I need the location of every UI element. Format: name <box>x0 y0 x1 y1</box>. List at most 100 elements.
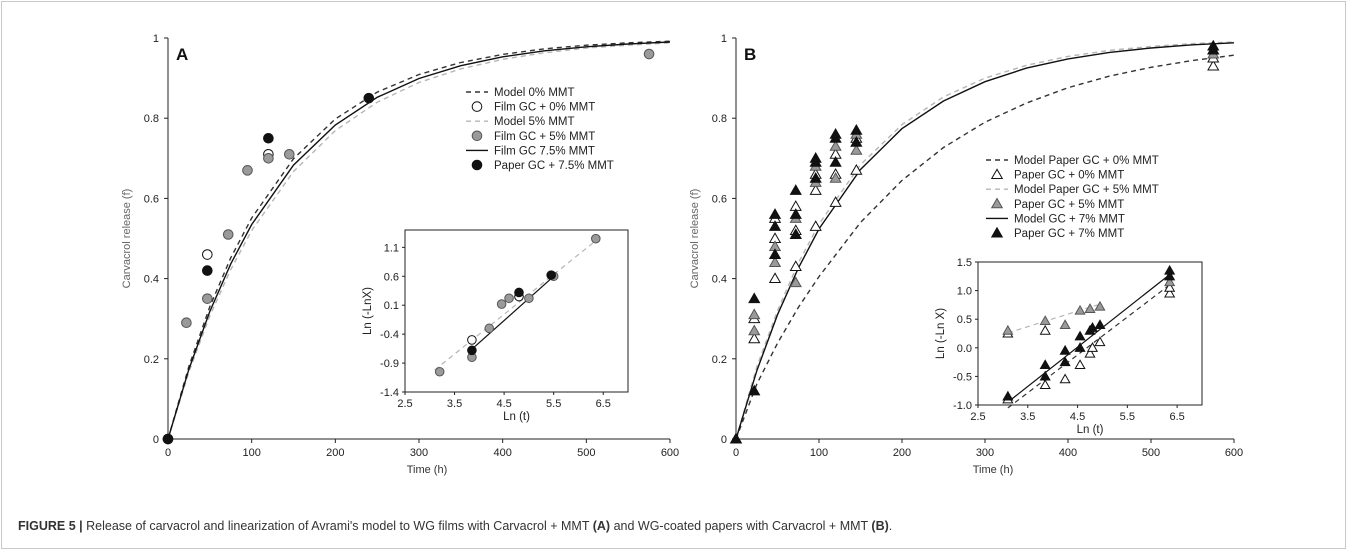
inset-data-point <box>1084 347 1096 358</box>
y-tick-label: 0.4 <box>144 274 159 286</box>
inset-data-point <box>1039 359 1051 370</box>
legend-label: Model Paper GC + 5% MMT <box>1014 184 1159 196</box>
series-line <box>735 42 1235 440</box>
inset-x-axis-label: Ln (t) <box>503 411 530 423</box>
data-point <box>181 317 192 329</box>
inset-y-tick-label: 0.0 <box>957 343 972 355</box>
data-point <box>729 432 743 444</box>
inset-data-point <box>1074 304 1086 315</box>
inset-series-line <box>434 238 599 371</box>
data-point <box>850 135 863 147</box>
data-point <box>643 48 655 60</box>
inset-data-point <box>514 287 524 298</box>
inset-series-line <box>1007 274 1170 403</box>
inset-y-tick-label: -0.4 <box>380 329 399 341</box>
inset-data-point <box>1059 356 1071 367</box>
y-tick-label: 0.6 <box>712 193 727 205</box>
data-point <box>768 272 782 284</box>
y-tick-label: 0 <box>721 434 727 446</box>
inset-data-point <box>496 299 507 309</box>
data-point <box>202 249 213 260</box>
data-point <box>748 384 761 396</box>
inset-data-point <box>1039 315 1051 325</box>
inset-data-point <box>1074 342 1086 352</box>
data-point <box>748 292 761 304</box>
x-tick-label: 100 <box>242 447 260 459</box>
x-tick-label: 300 <box>410 447 428 459</box>
data-point <box>829 196 842 207</box>
x-tick-label: 0 <box>165 447 171 459</box>
data-point <box>363 92 375 104</box>
data-point <box>768 220 782 231</box>
data-point <box>809 184 822 195</box>
caption-text-2: and WG-coated papers with Carvacrol + MM… <box>610 519 872 533</box>
inset-y-tick-label: -0.5 <box>953 371 972 383</box>
data-point <box>1207 39 1220 51</box>
data-point <box>809 172 822 183</box>
y-tick-label: 0.4 <box>712 274 727 286</box>
y-tick-label: 0.6 <box>144 193 159 205</box>
inset-data-point <box>1059 373 1071 384</box>
data-point <box>1207 59 1220 71</box>
panel-label: A <box>176 45 188 64</box>
legend-marker <box>990 168 1004 180</box>
data-point <box>768 248 782 259</box>
y-tick-label: 0.8 <box>144 113 159 125</box>
panel-b: 0 0.2 0.4 0.6 0.8 1 0 100 200 300 400 500 600 Time (h… <box>689 33 1243 476</box>
legend-label: Paper GC + 5% MMT <box>1014 199 1124 211</box>
y-tick-label: 0.8 <box>712 113 727 125</box>
x-axis-label: Time (h) <box>407 464 448 476</box>
inset-data-point <box>484 323 495 334</box>
inset-data-point <box>1086 322 1099 332</box>
inset-data-point <box>1094 319 1106 329</box>
y-tick-label: 0.2 <box>144 354 159 366</box>
x-tick-label: 100 <box>810 447 828 459</box>
figure-caption: FIGURE 5 | Release of carvacrol and line… <box>18 519 1338 533</box>
inset-data-point <box>1094 300 1106 311</box>
inset-x-tick-label: 5.5 <box>546 398 561 410</box>
y-tick-label: 0 <box>153 434 159 446</box>
inset-data-point <box>1074 359 1086 370</box>
x-tick-label: 600 <box>661 447 679 459</box>
inset-data-point <box>1164 276 1176 287</box>
legend-label: Paper GC + 7.5% MMT <box>494 160 614 172</box>
inset-series-line <box>471 275 555 350</box>
data-point <box>748 308 761 320</box>
data-point <box>829 127 842 139</box>
data-point <box>202 293 213 304</box>
y-axis-label: Carvacrol release (f) <box>121 189 133 289</box>
data-point <box>222 229 234 240</box>
data-point <box>829 156 842 167</box>
legend-label: Model 0% MMT <box>494 87 575 99</box>
legend-label: Film GC + 5% MMT <box>494 131 595 143</box>
inset-x-tick-label: 3.5 <box>447 398 462 410</box>
data-point <box>809 220 822 231</box>
x-tick-label: 500 <box>1142 447 1160 459</box>
inset-data-point <box>1094 336 1106 347</box>
data-point <box>850 164 863 175</box>
x-tick-label: 500 <box>577 447 595 459</box>
x-tick-label: 0 <box>733 447 739 459</box>
series-line <box>167 42 671 440</box>
data-point <box>242 165 253 176</box>
x-tick-label: 200 <box>326 447 344 459</box>
series-line <box>167 40 671 440</box>
legend-marker <box>990 197 1004 209</box>
inset-x-tick-label: 6.5 <box>1169 411 1184 423</box>
legend-marker <box>990 226 1004 238</box>
series-line <box>735 41 1235 440</box>
legend-label: Paper GC + 7% MMT <box>1014 228 1124 240</box>
data-point <box>789 228 802 239</box>
series-line <box>167 41 671 440</box>
inset-y-tick-label: 0.1 <box>384 300 399 312</box>
inset-data-point <box>1039 324 1051 335</box>
inset-x-axis-label: Ln (t) <box>1077 424 1104 436</box>
legend-label: Film GC 7.5% MMT <box>494 145 595 157</box>
inset-data-point <box>1074 330 1086 341</box>
inset-data-point <box>1084 303 1096 313</box>
inset-data-point <box>1039 379 1051 390</box>
data-point <box>829 139 842 151</box>
data-point <box>202 265 213 276</box>
